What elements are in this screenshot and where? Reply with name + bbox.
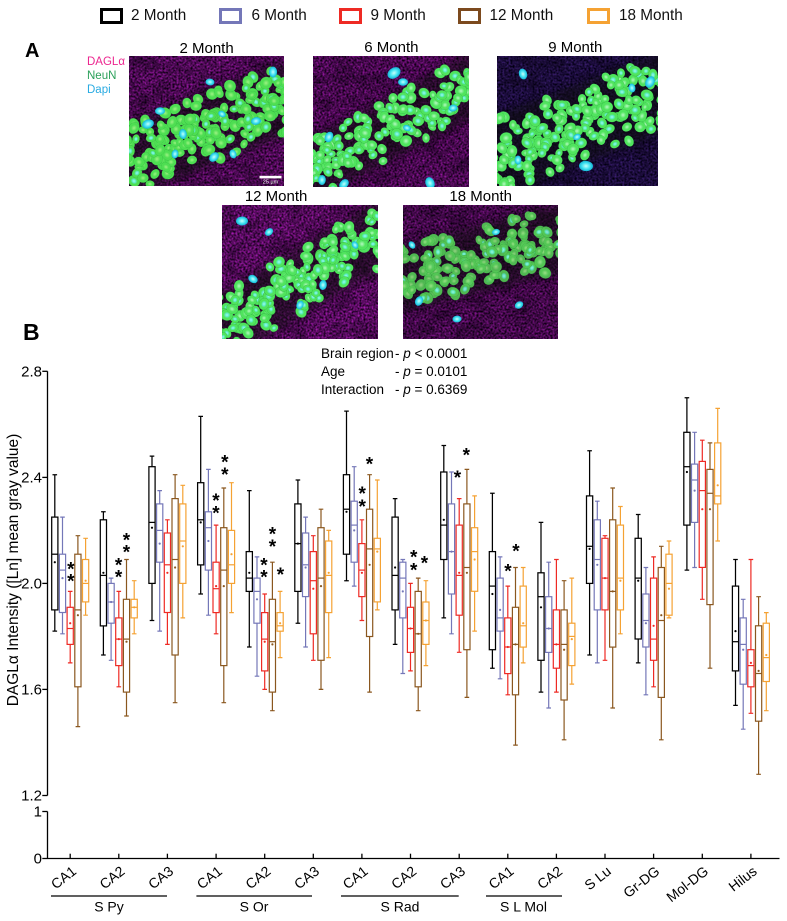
svg-text:*: * bbox=[115, 568, 123, 589]
svg-text:*: * bbox=[269, 525, 277, 546]
svg-text:CA2: CA2 bbox=[388, 863, 419, 893]
svg-text:CA3: CA3 bbox=[291, 863, 322, 893]
svg-text:CA3: CA3 bbox=[145, 863, 176, 893]
svg-text:Mol-DG: Mol-DG bbox=[663, 863, 711, 905]
svg-text:CA1: CA1 bbox=[194, 863, 225, 893]
svg-text:2.0: 2.0 bbox=[21, 576, 42, 593]
svg-text:CA1: CA1 bbox=[48, 863, 79, 893]
svg-text:1.2: 1.2 bbox=[21, 788, 42, 805]
svg-text:*: * bbox=[269, 537, 277, 558]
svg-text:S Or: S Or bbox=[240, 899, 269, 915]
svg-text:*: * bbox=[212, 504, 220, 525]
svg-text:Gr-DG: Gr-DG bbox=[620, 863, 662, 901]
svg-text:*: * bbox=[67, 572, 75, 593]
svg-text:*: * bbox=[67, 560, 75, 581]
svg-text:*: * bbox=[260, 556, 268, 577]
svg-text:S L Mol: S L Mol bbox=[500, 899, 547, 915]
svg-text:CA1: CA1 bbox=[485, 863, 516, 893]
svg-text:*: * bbox=[221, 453, 229, 474]
svg-text:1: 1 bbox=[34, 804, 42, 821]
svg-text:CA2: CA2 bbox=[242, 863, 273, 893]
svg-text:*: * bbox=[410, 561, 418, 582]
svg-text:*: * bbox=[463, 446, 471, 467]
svg-text:*: * bbox=[115, 556, 123, 577]
svg-text:*: * bbox=[260, 568, 268, 589]
svg-text:*: * bbox=[358, 497, 366, 518]
svg-text:*: * bbox=[123, 543, 131, 564]
svg-text:0: 0 bbox=[34, 851, 42, 868]
svg-text:*: * bbox=[421, 554, 429, 575]
svg-text:*: * bbox=[212, 491, 220, 512]
svg-text:25 µm: 25 µm bbox=[262, 179, 278, 185]
svg-text:2.8: 2.8 bbox=[21, 364, 42, 381]
svg-text:*: * bbox=[358, 484, 366, 505]
svg-text:Hilus: Hilus bbox=[725, 863, 759, 895]
svg-text:S Py: S Py bbox=[94, 899, 124, 915]
svg-text:CA3: CA3 bbox=[437, 863, 468, 893]
svg-text:CA2: CA2 bbox=[534, 863, 565, 893]
svg-text:*: * bbox=[512, 542, 520, 563]
svg-text:S Rad: S Rad bbox=[381, 899, 420, 915]
svg-text:CA1: CA1 bbox=[339, 863, 370, 893]
svg-text:S Lu: S Lu bbox=[581, 863, 614, 893]
svg-text:2.4: 2.4 bbox=[21, 470, 42, 487]
svg-text:*: * bbox=[410, 548, 418, 569]
svg-text:CA2: CA2 bbox=[96, 863, 127, 893]
svg-text:*: * bbox=[123, 531, 131, 552]
svg-text:*: * bbox=[454, 468, 462, 489]
svg-text:*: * bbox=[277, 565, 285, 586]
svg-text:*: * bbox=[221, 465, 229, 486]
svg-text:*: * bbox=[366, 455, 374, 476]
svg-text:1.6: 1.6 bbox=[21, 682, 42, 699]
svg-text:*: * bbox=[504, 562, 512, 583]
